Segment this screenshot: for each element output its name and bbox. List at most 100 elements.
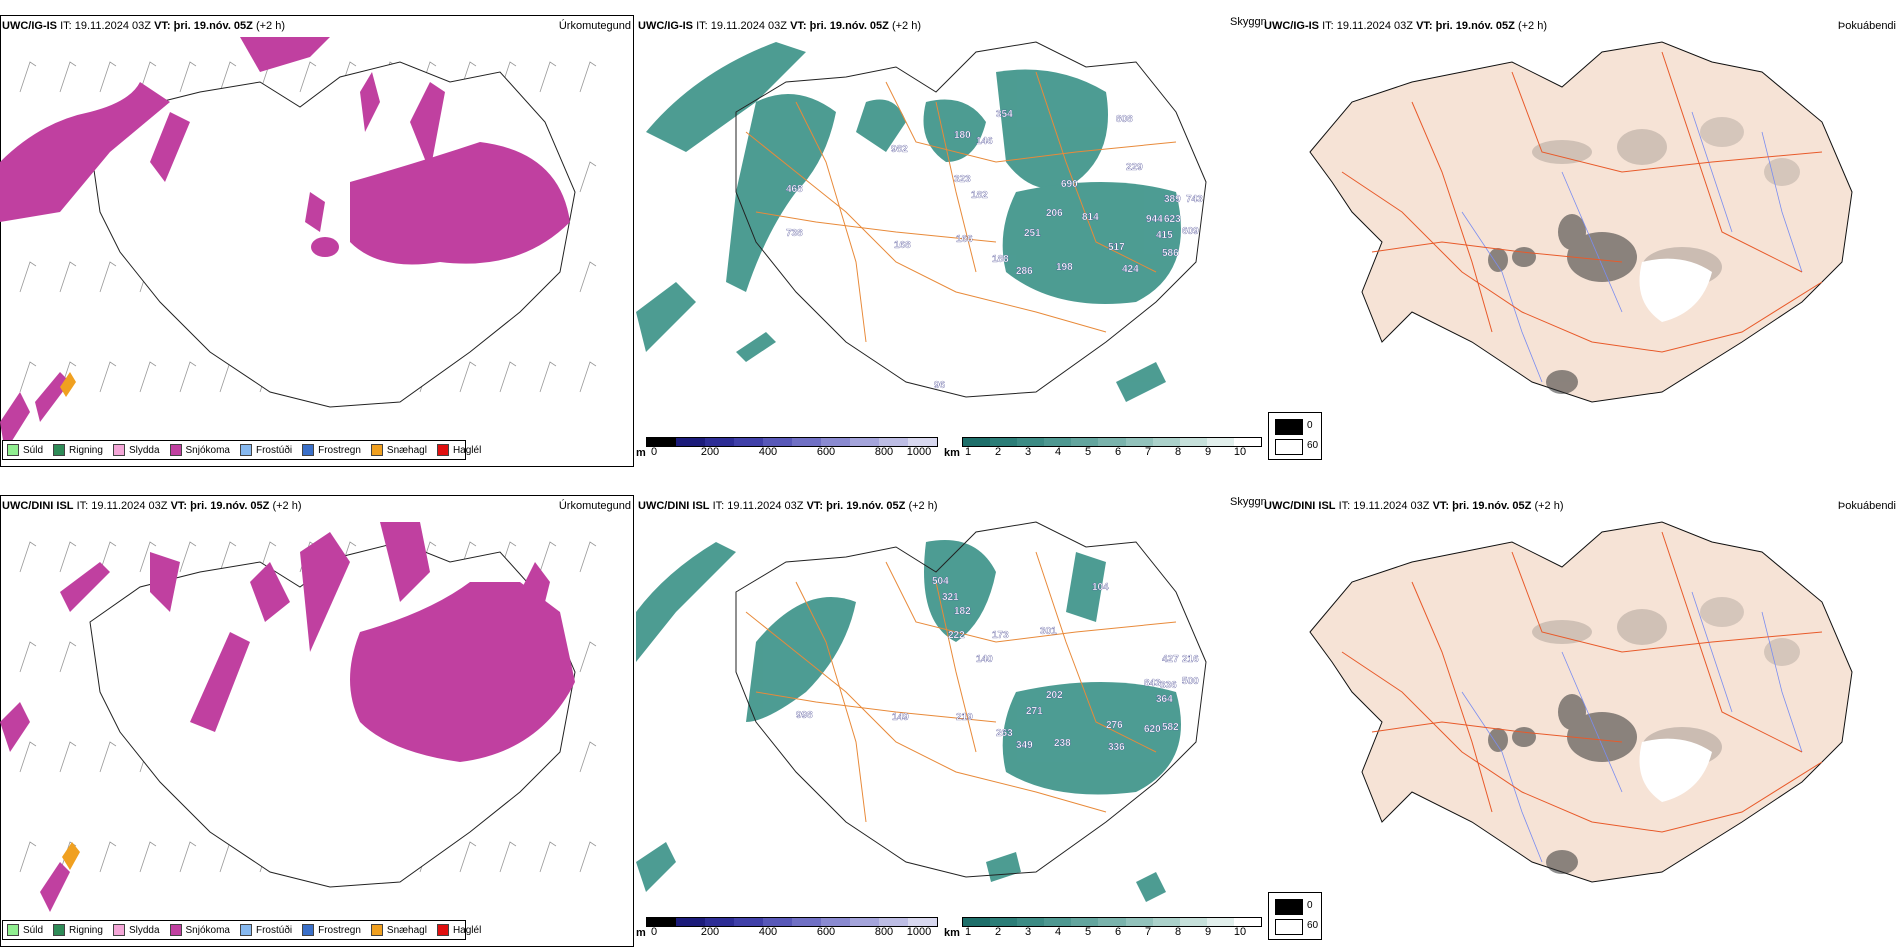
lead-time: (+2 h) [1517, 20, 1548, 32]
precip-type-panel-1: UWC/IG-IS IT: 19.11.2024 03Z VT: þri. 19… [0, 12, 635, 467]
cloud-label: 336 [1160, 680, 1177, 691]
panel-title: Úrkomutegund [558, 20, 631, 32]
visibility-map: 982 180 146 354 808 468 323 182 690 229 … [636, 41, 1207, 402]
legend-item: Súld [7, 924, 43, 936]
fog-key-2: 0 60 [1268, 892, 1322, 940]
tick: 1 [964, 926, 972, 938]
cloud-label: 982 [891, 144, 908, 155]
tick: 200 [700, 926, 720, 938]
tick: 3 [1024, 446, 1032, 458]
ceiling-labels: 982 180 146 354 808 468 323 182 690 229 … [786, 109, 1203, 391]
legend-swatch [370, 444, 383, 456]
cloud-label: 582 [1162, 722, 1179, 733]
legend-label: Haglél [452, 444, 482, 456]
cloud-label: 104 [1092, 582, 1109, 593]
legend-label: Snjókoma [185, 924, 230, 936]
model-name: UWC/IG-IS [2, 20, 57, 32]
vt-label: VT: [154, 20, 171, 32]
road-network [745, 71, 1177, 343]
legend-swatch [436, 924, 449, 936]
fog-map [1309, 41, 1853, 403]
legend-swatch [112, 924, 125, 936]
visibility-ticks: 1 2 3 4 5 6 7 8 9 10 [944, 926, 1264, 940]
low-visibility-areas [636, 42, 1181, 402]
tick: 5 [1084, 926, 1092, 938]
legend-item: Haglél [436, 444, 482, 456]
panel-header: UWC/DINI ISL IT: 19.11.2024 03Z VT: þri.… [1262, 498, 1900, 514]
cloud-label: 738 [786, 228, 803, 239]
cloud-label: 620 [1144, 724, 1161, 735]
panel-title: Þokuábendi [1837, 20, 1896, 32]
cloud-label: 814 [1082, 212, 1099, 223]
legend-label: Snjókoma [185, 444, 230, 456]
cloud-label: 468 [786, 184, 803, 195]
init-time: 19.11.2024 03Z [710, 20, 787, 32]
legend-swatch [239, 444, 252, 456]
cloud-label: 173 [992, 630, 1009, 641]
visibility-bar [962, 437, 1262, 447]
precip-legend: Súld Rigning Slydda Snjókoma Frostúði Fr… [2, 440, 481, 460]
visibility-bar [962, 917, 1262, 927]
cloud-label: 843 [1144, 678, 1161, 689]
it-label: IT: [76, 500, 89, 512]
tick: 1000 [906, 926, 932, 938]
cloud-label: 586 [1162, 248, 1179, 259]
cloud-label: 323 [954, 174, 971, 185]
visibility-panel-2: UWC/DINI ISL IT: 19.11.2024 03Z VT: þri.… [636, 492, 1266, 947]
lead-time: (+2 h) [1534, 500, 1564, 512]
vt-label: VT: [1432, 500, 1450, 512]
model-name: UWC/DINI ISL [1264, 500, 1336, 512]
legend-item: Snæhagl [370, 444, 427, 456]
low-visibility-areas [636, 540, 1181, 902]
cloud-label: 354 [996, 109, 1013, 120]
tick: 9 [1204, 926, 1212, 938]
legend-label: Slydda [128, 444, 160, 456]
ceiling-labels: 504 321 182 222 173 301 104 140 427 216 … [796, 576, 1199, 753]
ceiling-unit: m [636, 927, 646, 939]
fog-map [1309, 521, 1853, 883]
legend-item: Frostregn [302, 924, 361, 936]
legend-item: Snjókoma [169, 924, 230, 936]
ceiling-bar [646, 917, 938, 927]
panel-title: Þokuábendi [1837, 500, 1896, 512]
vt-label: VT: [1416, 20, 1433, 32]
cloud-label: 96 [934, 380, 946, 391]
panel-title: Skyggni [1230, 16, 1266, 28]
legend-label: Frostregn [318, 924, 361, 936]
it-label: IT: [696, 20, 708, 32]
tick: 8 [1174, 446, 1182, 458]
road-network [1341, 531, 1823, 833]
precip-map [0, 37, 597, 452]
valid-time: þri. 19.nóv. 05Z [1435, 20, 1515, 32]
tick: 6 [1114, 446, 1122, 458]
cloud-label: 500 [1182, 676, 1199, 687]
cloud-label: 286 [1016, 266, 1033, 277]
visibility-colorbar: km 1 2 3 4 5 6 7 8 9 10 [944, 437, 1264, 465]
ceiling-bar [646, 437, 938, 447]
legend-label: Slydda [128, 924, 160, 936]
cloud-label: 276 [1106, 720, 1123, 731]
vt-label: VT: [170, 500, 188, 512]
legend-swatch [7, 924, 19, 936]
legend-swatch [370, 924, 383, 936]
cloud-label: 166 [956, 234, 973, 245]
tick: 10 [1233, 926, 1247, 938]
fog-panel-2: UWC/DINI ISL IT: 19.11.2024 03Z VT: þri.… [1262, 492, 1900, 892]
init-time: 19.11.2024 03Z [1353, 500, 1430, 512]
fog-key-swatch [1275, 899, 1303, 915]
cloud-label: 263 [996, 728, 1013, 739]
tick: 400 [758, 926, 778, 938]
precip-map [0, 522, 597, 912]
legend-label: Frostregn [318, 444, 361, 456]
cloud-label: 168 [894, 240, 911, 251]
precip-legend: Súld Rigning Slydda Snjókoma Frostúði Fr… [2, 920, 481, 940]
model-name: UWC/DINI ISL [2, 500, 74, 512]
legend-swatch [239, 924, 252, 936]
visibility-panel-1: UWC/IG-IS IT: 19.11.2024 03Z VT: þri. 19… [636, 12, 1266, 467]
fog-key-label: 0 [1307, 900, 1313, 911]
tick: 3 [1024, 926, 1032, 938]
cloud-label: 808 [1116, 114, 1133, 125]
fog-key-swatch [1275, 439, 1303, 455]
legend-item: Rigning [53, 444, 103, 456]
cloud-label: 202 [1046, 690, 1063, 701]
